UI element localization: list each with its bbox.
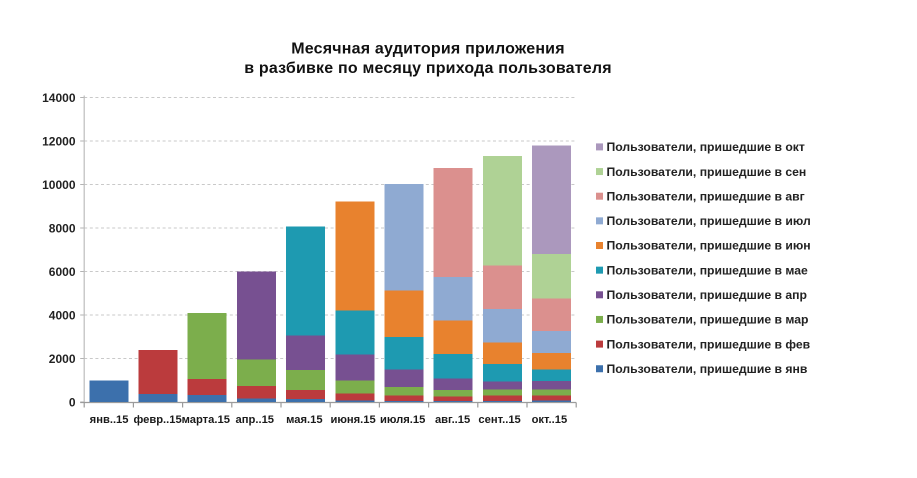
svg-text:6000: 6000 xyxy=(49,265,76,279)
svg-text:июля.15: июля.15 xyxy=(380,414,425,426)
svg-text:Пользователи, пришедшие в июн: Пользователи, пришедшие в июн xyxy=(607,239,811,253)
svg-text:в разбивке по месяцу прихода п: в разбивке по месяцу прихода пользовател… xyxy=(244,60,612,77)
svg-text:4000: 4000 xyxy=(49,308,76,322)
svg-text:Месячная аудитория приложения: Месячная аудитория приложения xyxy=(291,41,565,58)
svg-text:Пользователи, пришедшие в сен: Пользователи, пришедшие в сен xyxy=(607,165,807,179)
svg-text:сент..15: сент..15 xyxy=(478,414,520,426)
svg-text:апр..15: апр..15 xyxy=(236,414,274,426)
svg-text:14000: 14000 xyxy=(42,91,76,105)
svg-text:Пользователи, пришедшие в янв: Пользователи, пришедшие в янв xyxy=(607,362,808,376)
svg-text:окт..15: окт..15 xyxy=(532,414,568,426)
svg-text:июня.15: июня.15 xyxy=(330,414,375,426)
svg-text:февр..15: февр..15 xyxy=(133,414,181,426)
svg-text:мая.15: мая.15 xyxy=(286,414,322,426)
svg-text:8000: 8000 xyxy=(49,221,76,235)
svg-text:Пользователи, пришедшие в авг: Пользователи, пришедшие в авг xyxy=(607,189,805,203)
svg-text:Пользователи, пришедшие в мар: Пользователи, пришедшие в мар xyxy=(607,313,809,327)
svg-text:янв..15: янв..15 xyxy=(90,414,129,426)
svg-text:Пользователи, пришедшие в окт: Пользователи, пришедшие в окт xyxy=(607,140,805,154)
svg-text:0: 0 xyxy=(69,395,76,409)
svg-text:Пользователи, пришедшие в мае: Пользователи, пришедшие в мае xyxy=(607,263,808,277)
svg-text:Пользователи, пришедшие в фев: Пользователи, пришедшие в фев xyxy=(607,337,811,351)
svg-text:2000: 2000 xyxy=(49,352,76,366)
svg-text:Пользователи, пришедшие в июл: Пользователи, пришедшие в июл xyxy=(607,214,811,228)
svg-text:марта.15: марта.15 xyxy=(182,414,230,426)
svg-text:Пользователи, пришедшие в апр: Пользователи, пришедшие в апр xyxy=(607,288,807,302)
svg-text:10000: 10000 xyxy=(42,178,76,192)
svg-text:12000: 12000 xyxy=(42,134,76,148)
svg-text:авг..15: авг..15 xyxy=(435,414,470,426)
